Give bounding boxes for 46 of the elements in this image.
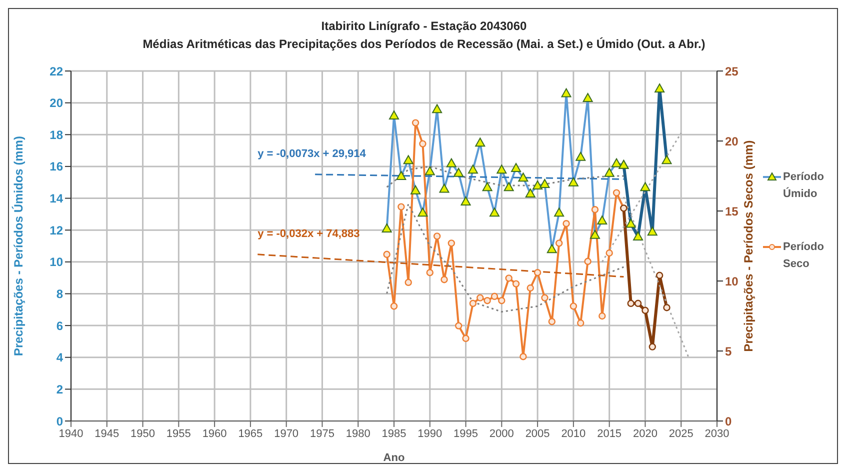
legend-label: Período Úmido: [783, 170, 825, 202]
x-tick-label: 1965: [238, 428, 263, 440]
y-tick-label: 16: [50, 160, 64, 174]
y-tick-label: 2: [56, 382, 64, 396]
x-tick-label: 1945: [94, 428, 120, 440]
x-tick-label: 1995: [454, 428, 478, 440]
y-tick-label: 20: [50, 96, 64, 110]
y-tick-label: 4: [56, 350, 64, 365]
y-axis-title: Precipitações - Períodos Úmidos (mm): [11, 136, 26, 356]
y-tick-label: 22: [50, 64, 64, 78]
y-tick-label: 14: [50, 192, 64, 206]
x-tick-label: 2005: [525, 428, 550, 440]
y2-tick-label: 0: [725, 414, 732, 428]
x-tick-label: 1960: [202, 428, 227, 440]
x-tick-label: 1975: [310, 428, 334, 440]
x-tick-label: 1985: [382, 428, 406, 440]
annotation: y = -0,0073x + 29,914: [258, 148, 366, 160]
x-axis-title: Ano: [383, 452, 405, 464]
y-tick-label: 12: [50, 223, 64, 238]
x-tick-label: 2010: [561, 428, 586, 440]
chart-subtitle: Médias Aritméticas das Precipitações dos Períodos de Recessão (Mai. a Set.) e Úmido (Out. a Abr.): [142, 37, 706, 51]
x-tick-label: 2015: [597, 428, 622, 440]
y2-tick-label: 20: [725, 134, 739, 148]
y-tick-label: 18: [50, 128, 64, 142]
y-tick-label: 6: [56, 318, 64, 333]
x-tick-label: 1990: [418, 428, 442, 440]
x-tick-label: 2000: [489, 428, 514, 440]
y2-tick-label: 25: [725, 64, 739, 78]
x-tick-label: 1940: [58, 428, 84, 440]
x-tick-label: 1970: [274, 428, 299, 440]
x-tick-label: 1955: [166, 428, 191, 440]
x-tick-label: 2025: [668, 428, 694, 440]
y2-tick-label: 15: [725, 204, 739, 218]
y2-axis-title: Precipitações - Períodos Secos (mm): [741, 140, 756, 352]
y-tick-label: 10: [50, 255, 64, 270]
annotation: y = -0,032x + 74,883: [258, 228, 360, 240]
x-tick-label: 2030: [704, 428, 730, 440]
legend-label: Período Seco: [783, 240, 825, 272]
x-tick-label: 1980: [346, 428, 370, 440]
x-tick-label: 2020: [632, 428, 658, 440]
y-tick-label: 0: [56, 414, 64, 428]
y-tick-label: 8: [56, 286, 64, 301]
x-tick-label: 1950: [130, 428, 156, 440]
y2-tick-label: 10: [725, 274, 739, 288]
y2-tick-label: 5: [725, 344, 732, 358]
chart-title: Itabirito Linígrafo - Estação 2043060: [320, 19, 528, 33]
